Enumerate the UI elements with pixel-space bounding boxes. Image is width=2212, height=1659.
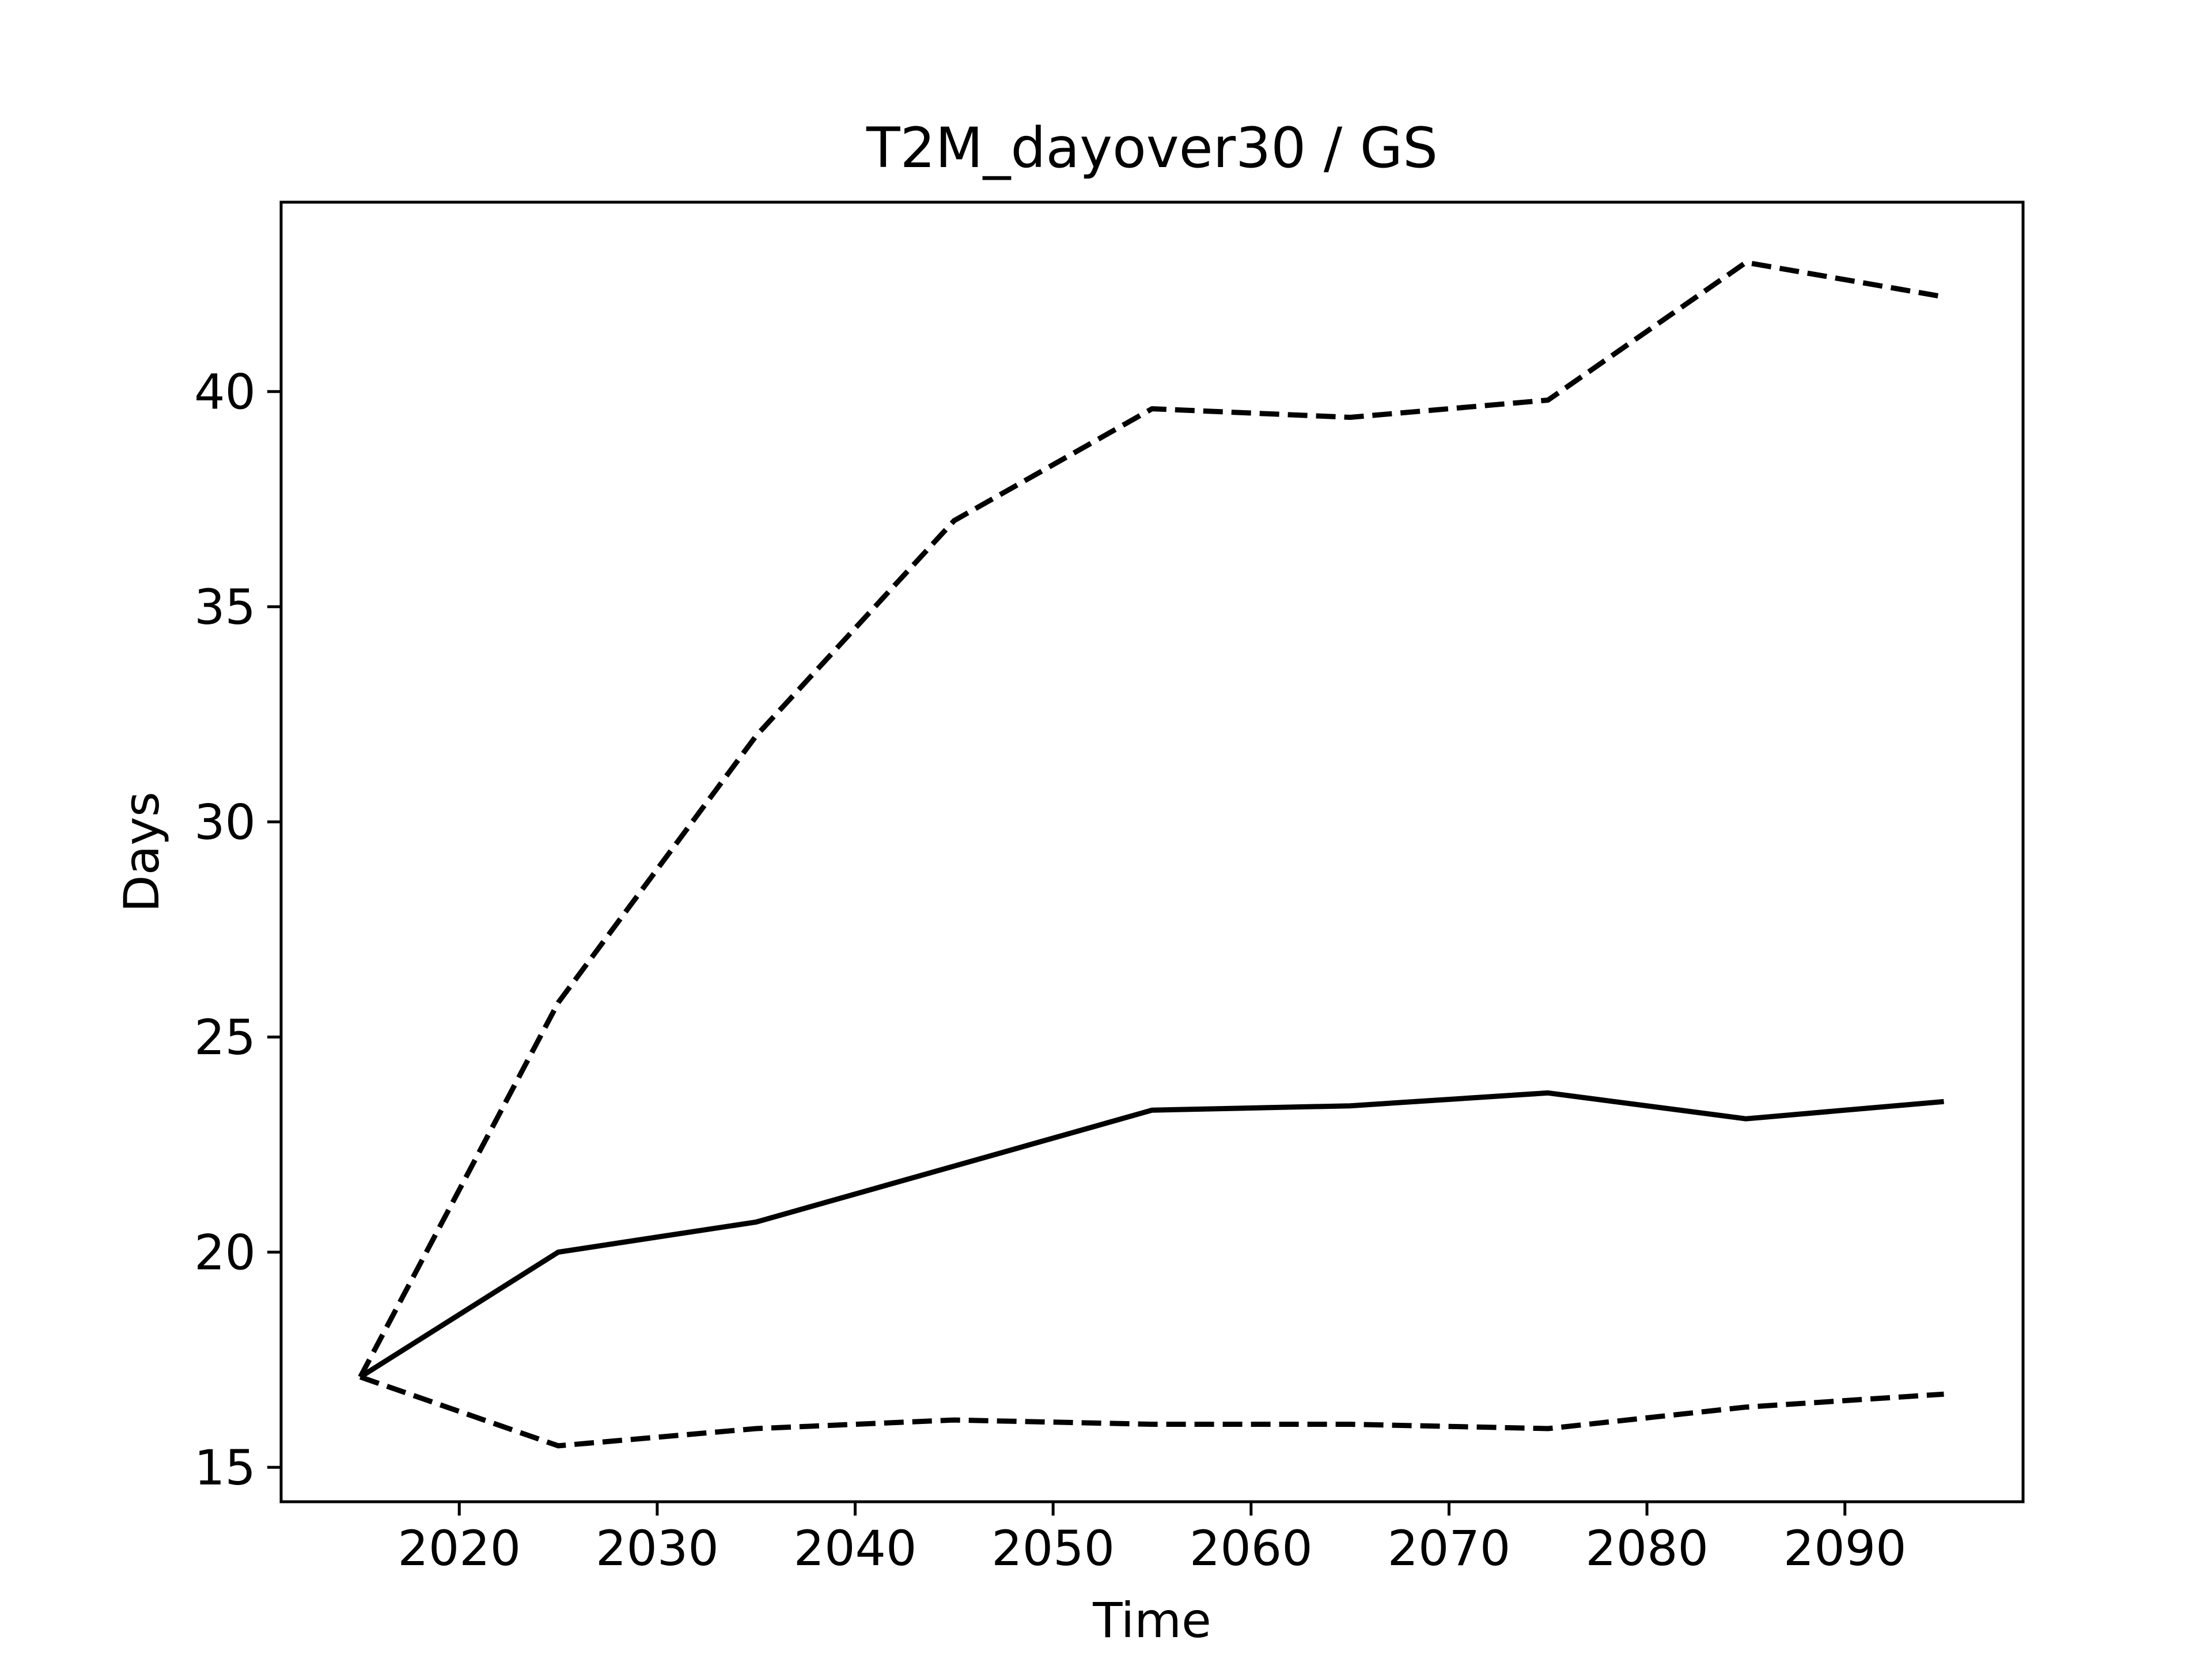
x-tick-label: 2020	[397, 1520, 521, 1577]
y-tick-label: 25	[194, 1009, 256, 1066]
y-tick-label: 30	[194, 794, 256, 851]
y-tick-label: 35	[194, 579, 256, 635]
y-axis: 15 20 25 30 35 40	[194, 364, 281, 1496]
series-line-2-solid	[359, 1090, 1944, 1380]
y-tick-label: 20	[194, 1225, 256, 1281]
x-tick-label: 2060	[1190, 1520, 1313, 1577]
x-tick-label: 2050	[991, 1520, 1115, 1577]
x-tick-label: 2040	[794, 1520, 917, 1577]
y-tick-label: 40	[194, 364, 256, 421]
x-tick-label: 2090	[1783, 1520, 1907, 1577]
y-axis-label: Days	[113, 791, 170, 912]
series-layer	[358, 260, 1945, 1449]
x-tick-label: 2030	[596, 1520, 719, 1577]
plot-frame	[279, 200, 2025, 1503]
x-tick-label: 2070	[1388, 1520, 1511, 1577]
chart-title: T2M_dayover30 / GS	[866, 116, 1438, 180]
x-axis: 2020 2030 2040 2050 2060 2070 2080 2090	[397, 1502, 1907, 1577]
x-axis-label: Time	[1092, 1592, 1211, 1649]
series-line-1-dashed	[358, 260, 1945, 1378]
y-tick-label: 15	[194, 1440, 256, 1496]
series-line-3-dashed	[359, 1374, 1944, 1449]
x-tick-label: 2080	[1585, 1520, 1709, 1577]
